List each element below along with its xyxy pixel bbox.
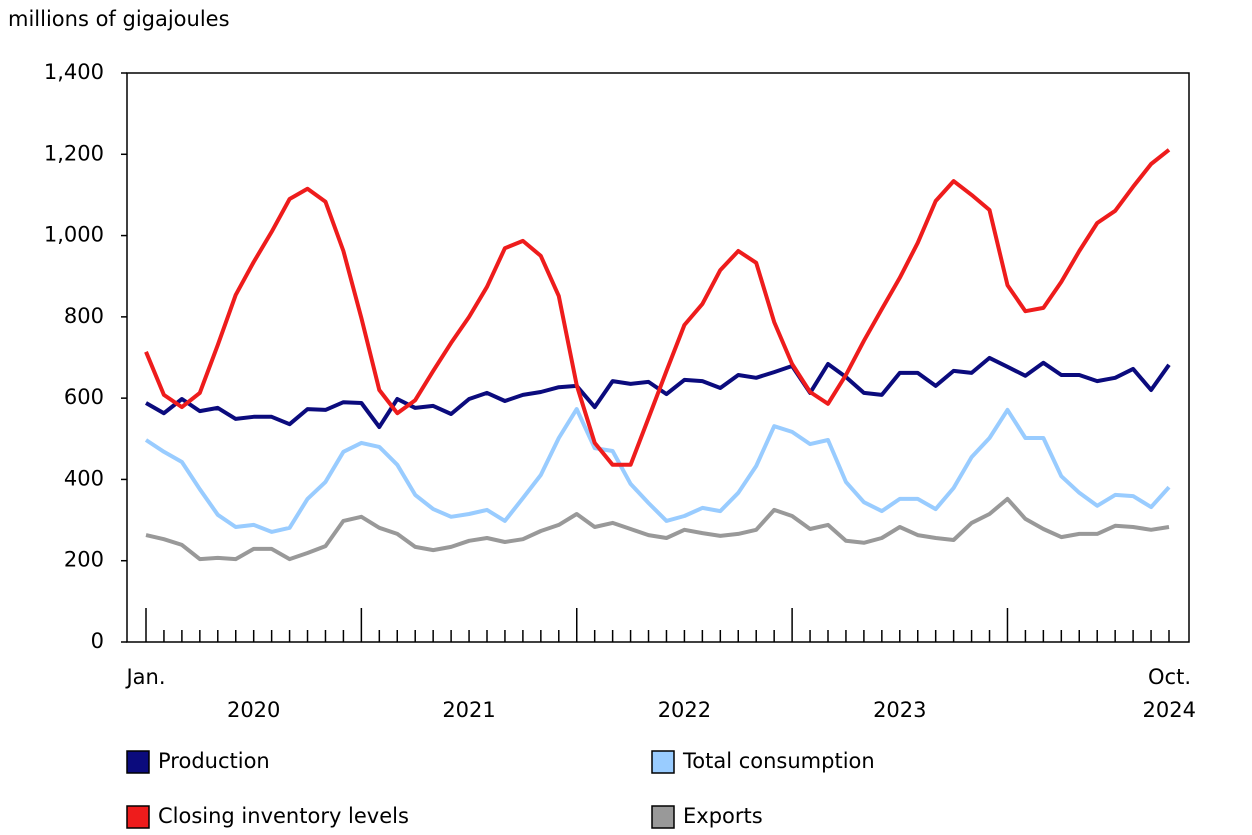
plot-frame bbox=[126, 72, 1190, 643]
x-year-label: 2023 bbox=[873, 698, 926, 722]
legend-label: Total consumption bbox=[682, 749, 875, 773]
legend-swatch bbox=[651, 750, 675, 774]
x-year-label: 2021 bbox=[442, 698, 495, 722]
x-tick-label: Oct. bbox=[1148, 665, 1191, 689]
series-line bbox=[144, 148, 1171, 467]
x-tick-label: Jan. bbox=[124, 665, 165, 689]
y-tick-label: 200 bbox=[64, 548, 104, 572]
y-axis-label: millions of gigajoules bbox=[8, 7, 230, 31]
y-tick-label: 400 bbox=[64, 466, 104, 490]
y-tick-label: 800 bbox=[64, 304, 104, 328]
y-tick-label: 600 bbox=[64, 385, 104, 409]
y-tick-label: 1,200 bbox=[44, 141, 104, 165]
y-tick-label: 1,000 bbox=[44, 223, 104, 247]
legend-label: Exports bbox=[683, 804, 763, 828]
series-line bbox=[145, 496, 1170, 562]
legend-swatch bbox=[126, 750, 150, 774]
y-tick-label: 1,400 bbox=[44, 60, 104, 84]
x-year-label: 2022 bbox=[658, 698, 711, 722]
legend-label: Closing inventory levels bbox=[158, 804, 409, 828]
x-year-label: 2024 bbox=[1143, 698, 1196, 722]
x-year-label: 2020 bbox=[227, 698, 280, 722]
series-line bbox=[144, 407, 1171, 534]
legend-swatch bbox=[126, 805, 150, 829]
series-line bbox=[145, 355, 1171, 429]
legend-swatch bbox=[651, 805, 675, 829]
legend-label: Production bbox=[158, 749, 270, 773]
y-tick-label: 0 bbox=[91, 629, 104, 653]
